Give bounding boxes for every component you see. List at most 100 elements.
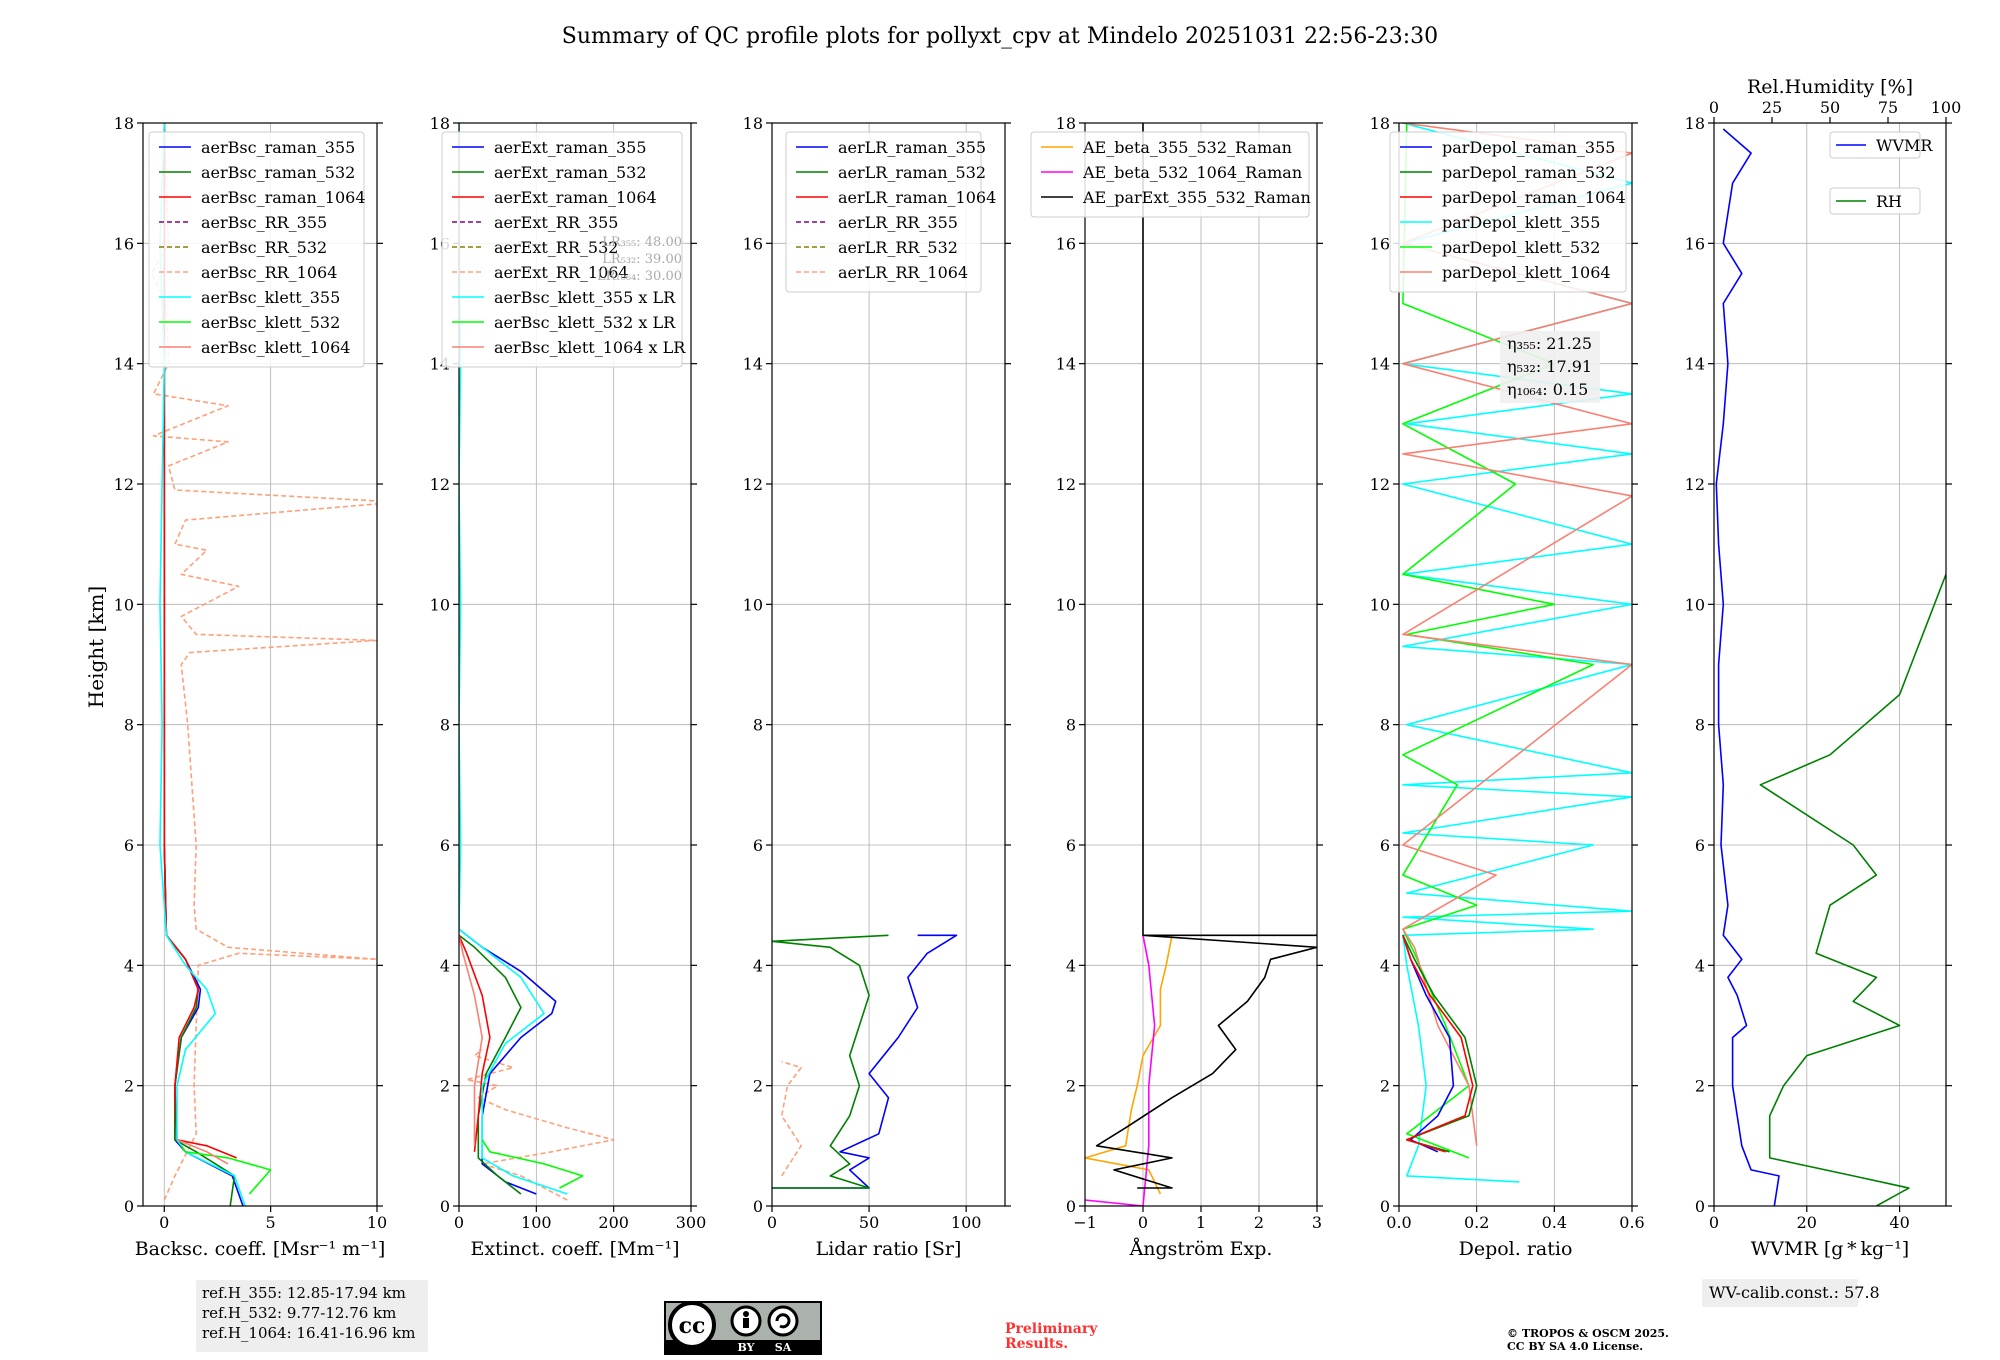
eta-annotation: η₁₀₆₄: 0.15 [1507,380,1588,399]
legend: aerExt_raman_355 aerExt_raman_532 aerExt_r… [441,131,686,368]
legend-label: aerBsc_klett_532 x LR [494,313,676,332]
y-tick-label: 6 [753,836,763,855]
series-group [1085,123,1317,1206]
legend-label: aerBsc_klett_1064 [201,338,350,357]
y-tick-label: 14 [114,355,134,374]
series-line-AE_parExt_355_532_Raman [1095,123,1317,1189]
y-tick-label: 6 [440,836,450,855]
series-line-aerBsc_klett_355 [159,123,246,1206]
legend-label: parDepol_klett_532 [1442,238,1600,257]
x-tick-label: 0.0 [1386,1213,1411,1232]
series-group [772,934,958,1189]
y-tick-label: 4 [1695,956,1705,975]
x-tick-label: 0.6 [1619,1213,1644,1232]
y-tick-label: 10 [1685,595,1705,614]
panel-lidar_ratio: 0 2 4 6 8 10 12 14 16 18 0 50 100 Lidar ratio [Sr] aer… [743,114,1011,1260]
legend-label: parDepol_raman_1064 [1442,188,1626,207]
series-line-WVMR [1715,128,1780,1206]
x-tick-label: 0 [767,1213,777,1232]
legend-label: parDepol_raman_532 [1442,163,1615,182]
series-line-AE_beta_532_1064_Raman [1085,935,1156,1206]
y-tick-label: 18 [1685,114,1705,133]
x2-axis-label: Rel.Humidity [%] [1747,76,1913,98]
series-line-aerBsc_RR_1064 [150,123,377,1201]
y-tick-label: 14 [1056,355,1076,374]
legend-label: AE_beta_532_1064_Raman [1082,163,1302,182]
copyright-line-2: CC BY SA 4.0 License. [1507,1340,1643,1353]
legend-label: WVMR [1876,136,1933,155]
legend-label: aerLR_raman_355 [838,138,986,157]
sa-icon [767,1305,799,1337]
x-tick-label: 300 [676,1213,707,1232]
y-tick-label: 18 [114,114,134,133]
legend-box [785,131,982,293]
legend-label: aerLR_RR_532 [838,238,958,257]
y-tick-label: 0 [753,1197,763,1216]
y-tick-label: 2 [440,1077,450,1096]
legend-label: aerBsc_RR_1064 [201,263,337,282]
y-tick-label: 10 [114,595,134,614]
x-axis-label: Lidar ratio [Sr] [816,1238,962,1260]
legend-box [148,131,365,368]
series-line-aerBsc_klett_1064 [176,1139,229,1165]
y-tick-label: 6 [1695,836,1705,855]
series-line-aerBsc_klett_355 x LR [459,123,568,1195]
y-tick-label: 4 [440,956,450,975]
x-axis-label: Depol. ratio [1459,1238,1573,1260]
legend-box [1829,187,1921,215]
y-tick-label: 0 [124,1197,134,1216]
eta-annotation: η₅₃₂: 17.91 [1507,357,1592,376]
lr-annotation: LR₅₃₂: 39.00 [602,252,682,267]
y-tick-label: 10 [1056,595,1076,614]
y-tick-label: 14 [743,355,763,374]
legend-label: aerBsc_raman_1064 [201,188,366,207]
series-line-aerBsc_raman_1064 [163,123,237,1159]
x-tick-label: 0.2 [1464,1213,1489,1232]
by-label: BY [738,1341,755,1354]
y-tick-label: 16 [1685,234,1705,253]
y-tick-label: 2 [1066,1077,1076,1096]
y-tick-label: 8 [1066,716,1076,735]
series-line-aerExt_raman_532 [459,934,522,1195]
legend-label: aerExt_raman_532 [494,163,647,182]
eta-annotation: η₃₅₅: 21.25 [1507,334,1592,353]
x2-tick-label: 100 [1931,98,1962,117]
legend-label: RH [1876,192,1902,211]
y-tick-label: 8 [124,716,134,735]
series-line-aerBsc_klett_532 [180,1145,272,1195]
panel-depol: 0 2 4 6 8 10 12 14 16 18 0.0 0.2 0.4 0.6 Depol. ratio p… [1370,114,1645,1260]
y-tick-label: 12 [1370,475,1390,494]
ref-height-box [196,1280,428,1352]
series-group [1715,128,1946,1206]
y-tick-label: 8 [1380,716,1390,735]
y-tick-label: 2 [124,1077,134,1096]
legend-label: parDepol_klett_1064 [1442,263,1611,282]
x-tick-label: 1 [1196,1213,1206,1232]
cc-license-badge: cc BY SA [664,1301,822,1355]
eta-box [1500,331,1600,403]
legend-label: aerLR_raman_1064 [838,188,996,207]
axes-frame [1398,122,1633,1207]
legend-label: aerLR_RR_1064 [838,263,968,282]
y-tick-label: 12 [1056,475,1076,494]
legend-label: aerBsc_raman_532 [201,163,355,182]
series-line-parDepol_klett_532 [1402,123,1594,1159]
y-tick-label: 16 [114,234,134,253]
x-tick-label: −1 [1073,1213,1097,1232]
x-tick-label: 0.4 [1542,1213,1567,1232]
legend-label: aerLR_RR_355 [838,213,958,232]
legend-box [1829,131,1921,159]
series-line-parDepol_klett_355 [1402,123,1632,1183]
series-line-AE_beta_355_532_Raman [1085,935,1173,1195]
legend-label: aerBsc_klett_532 [201,313,340,332]
y-tick-label: 16 [1056,234,1076,253]
legend-label: aerBsc_klett_355 [201,288,340,307]
preliminary-line-2: Results. [1005,1336,1068,1352]
x-tick-label: 3 [1312,1213,1322,1232]
legend-label: aerExt_raman_1064 [494,188,657,207]
y-tick-label: 4 [753,956,763,975]
series-group [459,123,615,1201]
series-line-RH [1759,574,1946,1206]
series-line-aerLR_raman_355 [772,934,958,1189]
